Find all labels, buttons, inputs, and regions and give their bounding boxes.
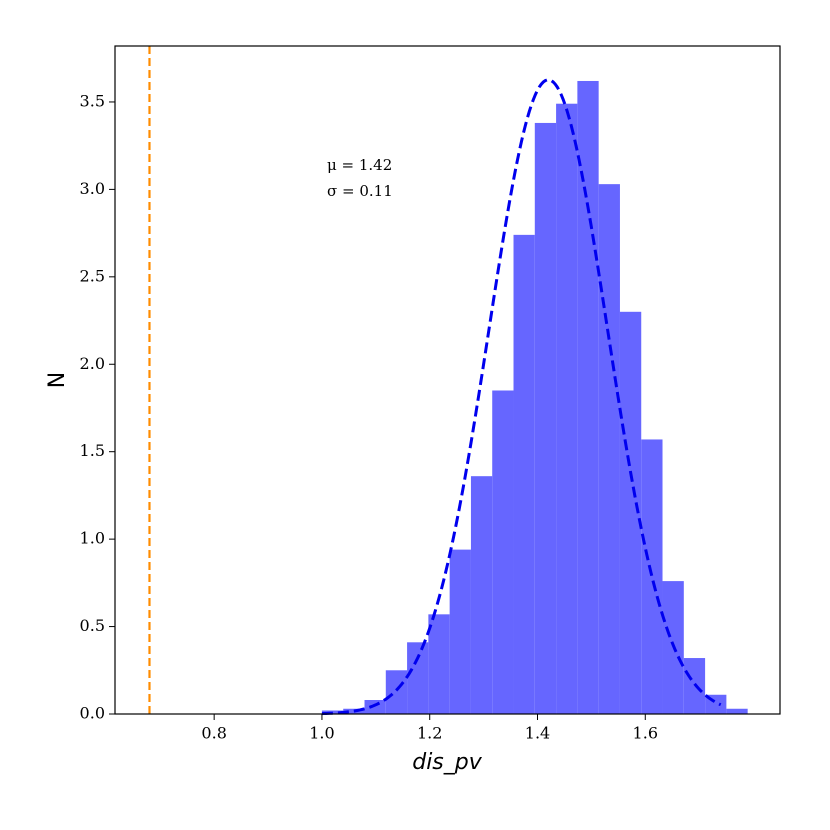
y-tick-label: 1.0 [80,529,105,548]
bar [577,80,599,715]
x-tick-label: 1.6 [633,724,658,743]
bar [364,700,386,714]
y-tick-label: 1.5 [80,441,105,460]
x-tick-label: 1.4 [525,724,550,743]
y-tick-label: 2.0 [80,354,105,373]
fit-curve [321,78,722,716]
x-tick-label: 1.0 [309,724,334,743]
bar [641,439,663,714]
x-tick-label: 1.2 [417,724,442,743]
y-tick-label: 3.0 [80,179,105,198]
bar [534,122,557,715]
bar [470,476,493,714]
bar [428,614,450,714]
y-tick-label: 0.0 [80,704,105,723]
bar [449,549,471,714]
annotation: σ = 0.11 [327,182,393,200]
y-tick-label: 3.5 [80,91,105,110]
bar [619,311,642,714]
x-axis-label: dis_pv [412,750,483,775]
bar [513,234,535,714]
y-tick-label: 2.5 [80,266,105,285]
bar [556,103,578,715]
plot-frame [114,45,781,715]
annotation: μ = 1.42 [327,156,392,174]
bar [407,642,429,714]
bar [598,184,620,714]
bar [492,390,514,714]
y-axis-label: N [45,372,70,388]
y-tick-label: 0.5 [80,616,105,635]
bar [385,670,408,714]
x-tick-label: 0.8 [201,724,226,743]
bar [726,708,748,714]
